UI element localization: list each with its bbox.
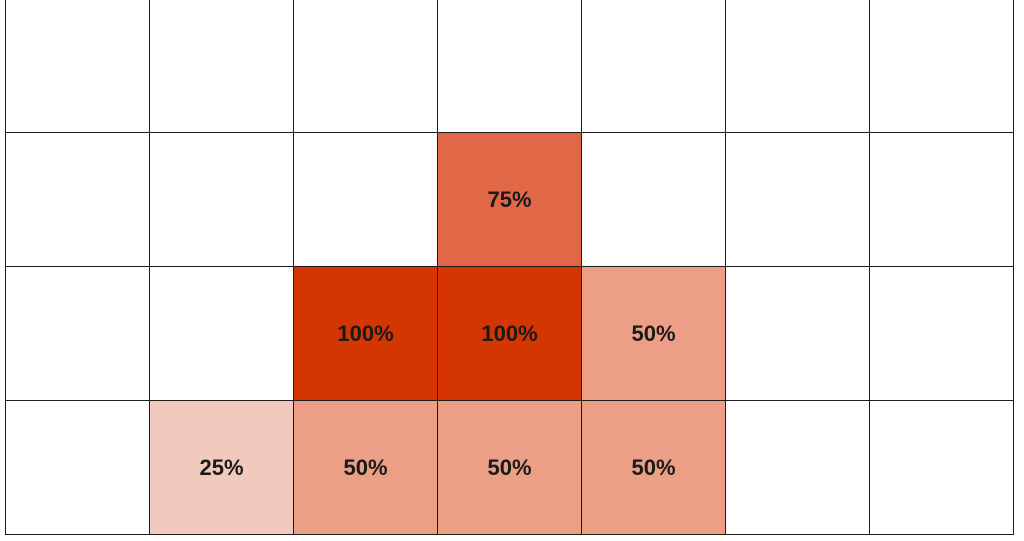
grid-cell-r1-c6 xyxy=(726,0,870,133)
cell-percentage-label: 50% xyxy=(631,320,676,346)
cell-percentage-label: 50% xyxy=(343,454,388,480)
grid-cell-r1-c2 xyxy=(150,0,294,133)
cell-percentage-label: 75% xyxy=(487,186,532,212)
cell-percentage-label: 50% xyxy=(487,454,532,480)
coverage-grid: 75% 100% 100% 50% 25% 50% 50% 50% xyxy=(5,0,1014,535)
grid-cell-r3-c2 xyxy=(150,267,294,401)
cell-percentage-label: 50% xyxy=(631,454,676,480)
grid-cell-r3-c4: 100% xyxy=(438,267,582,401)
grid-cell-r4-c2: 25% xyxy=(150,401,294,535)
grid-cell-r4-c6 xyxy=(726,401,870,535)
grid-cell-r1-c7 xyxy=(870,0,1014,133)
grid-cell-r3-c1 xyxy=(6,267,150,401)
cell-percentage-label: 100% xyxy=(481,320,538,346)
grid-cell-r1-c3 xyxy=(294,0,438,133)
grid-cell-r1-c4 xyxy=(438,0,582,133)
grid-cell-r4-c5: 50% xyxy=(582,401,726,535)
grid-cell-r2-c4: 75% xyxy=(438,133,582,267)
grid-cell-r4-c7 xyxy=(870,401,1014,535)
grid-cell-r4-c3: 50% xyxy=(294,401,438,535)
grid-cell-r2-c1 xyxy=(6,133,150,267)
grid-cell-r2-c2 xyxy=(150,133,294,267)
grid-cell-r4-c1 xyxy=(6,401,150,535)
grid-cell-r3-c7 xyxy=(870,267,1014,401)
grid-cell-r3-c6 xyxy=(726,267,870,401)
cell-percentage-label: 100% xyxy=(337,320,394,346)
grid-cell-r4-c4: 50% xyxy=(438,401,582,535)
grid-cell-r2-c3 xyxy=(294,133,438,267)
grid-cell-r2-c5 xyxy=(582,133,726,267)
grid-cell-r2-c6 xyxy=(726,133,870,267)
cell-percentage-label: 25% xyxy=(199,454,244,480)
grid-cell-r3-c5: 50% xyxy=(582,267,726,401)
grid-cell-r3-c3: 100% xyxy=(294,267,438,401)
grid-cell-r1-c5 xyxy=(582,0,726,133)
grid-cell-r1-c1 xyxy=(6,0,150,133)
grid-cell-r2-c7 xyxy=(870,133,1014,267)
